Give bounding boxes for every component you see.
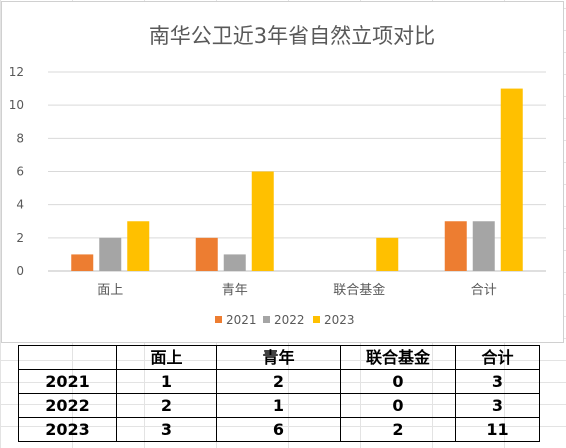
table-cell[interactable] [18, 345, 117, 370]
table-cell[interactable]: 2 [116, 393, 217, 418]
legend-swatch-2023 [313, 316, 320, 323]
table-cell[interactable]: 2022 [18, 393, 117, 418]
chart-container[interactable]: 南华公卫近3年省自然立项对比 0 2 4 6 8 10 12 面上 青年 联合基金 合计 2021… [1, 1, 564, 343]
bar-2023-面上 [127, 221, 150, 271]
bar-2023-青年 [251, 171, 274, 271]
table-cell[interactable]: 3 [455, 393, 540, 418]
bar-2021-合计 [444, 221, 467, 271]
x-tick-label: 青年 [222, 283, 248, 298]
x-tick-label: 合计 [471, 283, 497, 298]
x-axis-ticks: 面上 青年 联合基金 合计 [97, 282, 497, 298]
table-header-row: 面上 青年 联合基金 合计 [18, 345, 540, 370]
table-row: 2022 2 1 0 3 [18, 393, 540, 418]
gridlines [48, 71, 546, 272]
table-cell[interactable]: 0 [340, 393, 456, 418]
y-tick-label: 6 [16, 165, 24, 179]
legend: 2021 2022 2023 [215, 313, 355, 327]
y-tick-label: 8 [16, 131, 24, 145]
bar-2021-青年 [195, 237, 218, 271]
y-tick-label: 0 [16, 264, 24, 278]
table-cell[interactable]: 0 [340, 369, 456, 394]
table-cell[interactable]: 3 [455, 369, 540, 394]
table-cell[interactable]: 1 [216, 393, 341, 418]
y-tick-label: 4 [16, 198, 24, 212]
table-cell[interactable]: 11 [455, 417, 540, 442]
bars [71, 88, 523, 271]
y-axis-ticks: 0 2 4 6 8 10 12 [9, 65, 24, 278]
y-tick-label: 2 [16, 231, 24, 245]
bar-2021-面上 [71, 254, 94, 271]
table-cell[interactable]: 合计 [455, 345, 540, 370]
bar-2022-青年 [223, 254, 246, 271]
legend-label: 2023 [324, 313, 355, 327]
chart-title: 南华公卫近3年省自然立项对比 [149, 24, 435, 48]
bar-2022-面上 [99, 237, 122, 271]
legend-label: 2022 [274, 313, 305, 327]
table-cell[interactable]: 6 [216, 417, 341, 442]
x-tick-label: 面上 [97, 283, 123, 298]
table-cell[interactable]: 1 [116, 369, 217, 394]
table-cell[interactable]: 3 [116, 417, 217, 442]
table-cell[interactable]: 2021 [18, 369, 117, 394]
bar-chart: 南华公卫近3年省自然立项对比 0 2 4 6 8 10 12 面上 青年 联合基金 合计 2021… [9, 24, 546, 327]
bar-2023-合计 [500, 88, 523, 271]
legend-swatch-2022 [263, 316, 270, 323]
bar-2022-合计 [472, 221, 495, 271]
data-table: 面上 青年 联合基金 合计 2021 1 2 0 3 2022 2 1 0 3 2023 3 6 2 11 [18, 345, 540, 442]
legend-label: 2021 [226, 313, 257, 327]
y-tick-label: 12 [9, 65, 24, 79]
table-cell[interactable]: 青年 [216, 345, 341, 370]
x-tick-label: 联合基金 [333, 282, 385, 298]
y-tick-label: 10 [9, 98, 24, 112]
table-cell[interactable]: 联合基金 [340, 345, 456, 370]
table-cell[interactable]: 2023 [18, 417, 117, 442]
table-cell[interactable]: 2 [216, 369, 341, 394]
legend-swatch-2021 [215, 316, 222, 323]
table-row: 2021 1 2 0 3 [18, 369, 540, 394]
table-cell[interactable]: 面上 [116, 345, 217, 370]
bar-2023-联合基金 [376, 237, 399, 271]
table-row: 2023 3 6 2 11 [18, 417, 540, 442]
table-cell[interactable]: 2 [340, 417, 456, 442]
